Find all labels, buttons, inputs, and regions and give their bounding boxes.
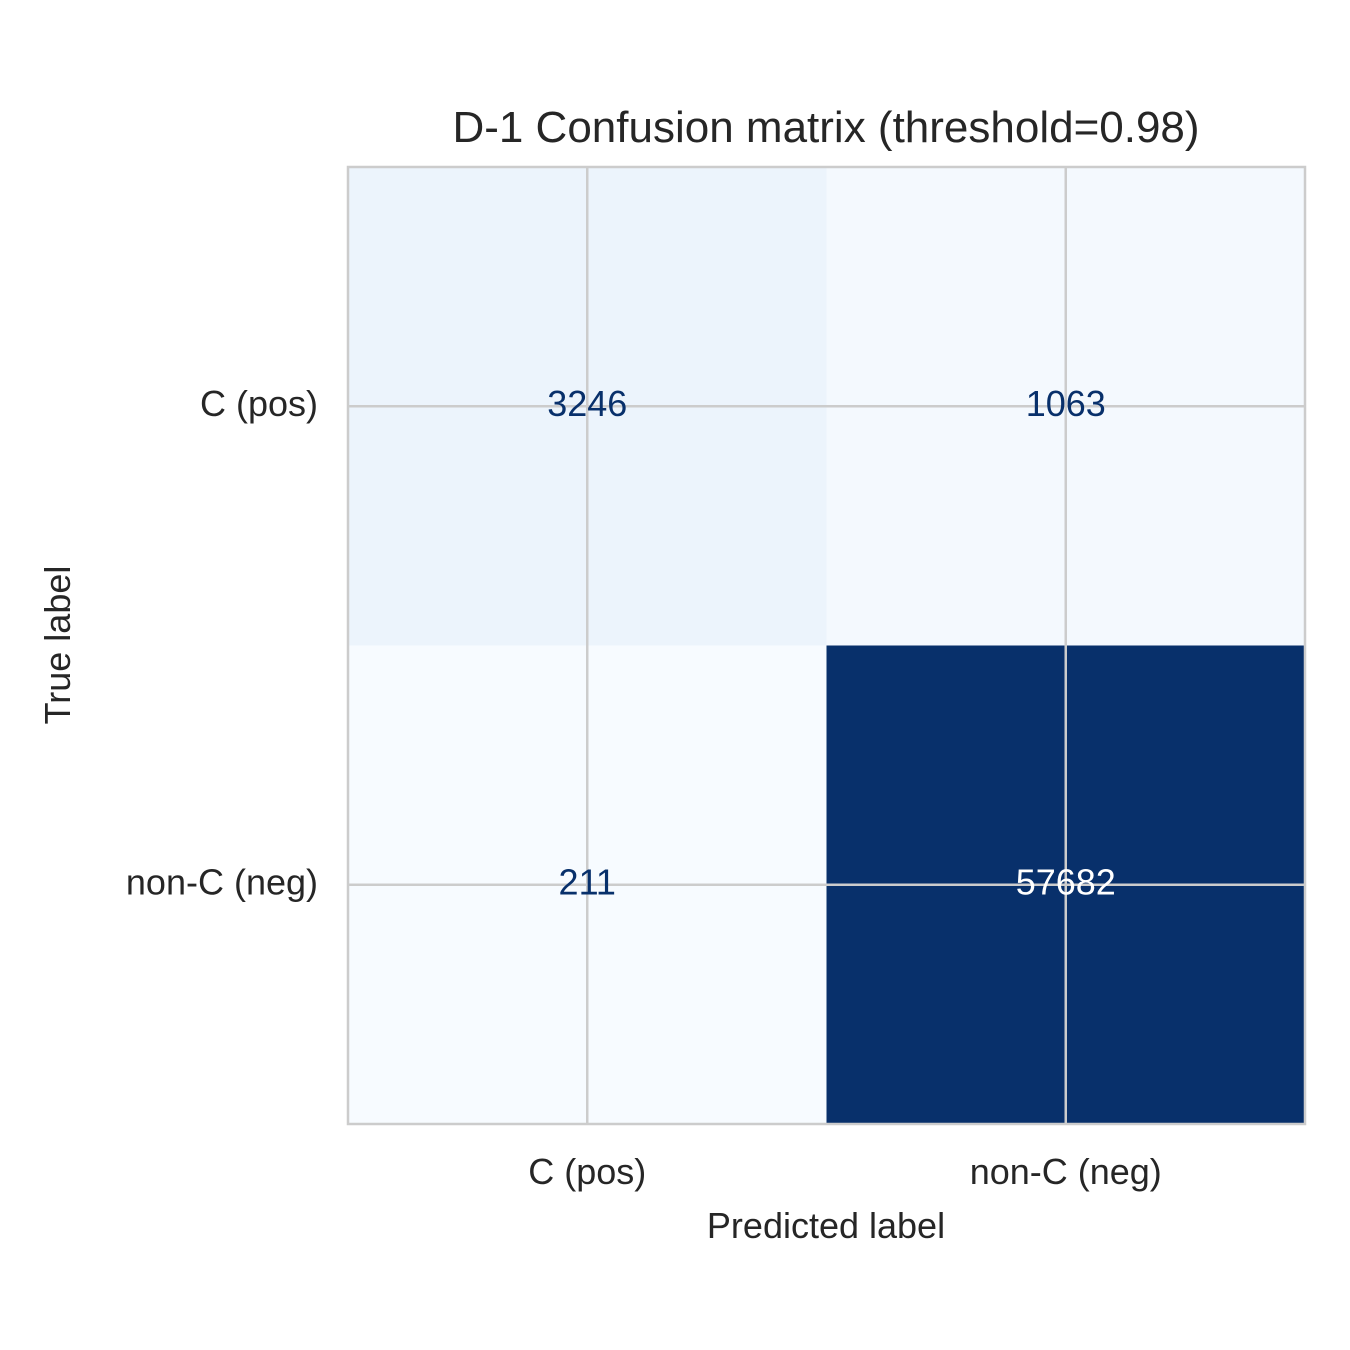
x-tick-labels: C (pos) non-C (neg) (528, 1151, 1162, 1192)
heatmap-cells (348, 167, 1306, 1125)
plot-frame (346, 165, 1307, 1126)
x-tick-label: C (pos) (528, 1151, 646, 1192)
y-tick-labels: C (pos) non-C (neg) (126, 383, 318, 903)
x-axis-label: Predicted label (707, 1205, 945, 1246)
cell-value-label: 3246 (547, 383, 627, 424)
cell-value-label: 57682 (1016, 861, 1116, 902)
y-tick-label: C (pos) (200, 383, 318, 424)
cell-value-label: 211 (559, 861, 616, 902)
chart-title: D-1 Confusion matrix (threshold=0.98) (452, 103, 1199, 152)
y-axis-label: True label (37, 566, 78, 725)
cell-value-label: 1063 (1026, 383, 1106, 424)
gridlines (348, 167, 1305, 1124)
x-tick-label: non-C (neg) (970, 1151, 1162, 1192)
y-tick-label: non-C (neg) (126, 861, 318, 902)
cell-values: 3246 1063 211 57682 (547, 383, 1116, 903)
